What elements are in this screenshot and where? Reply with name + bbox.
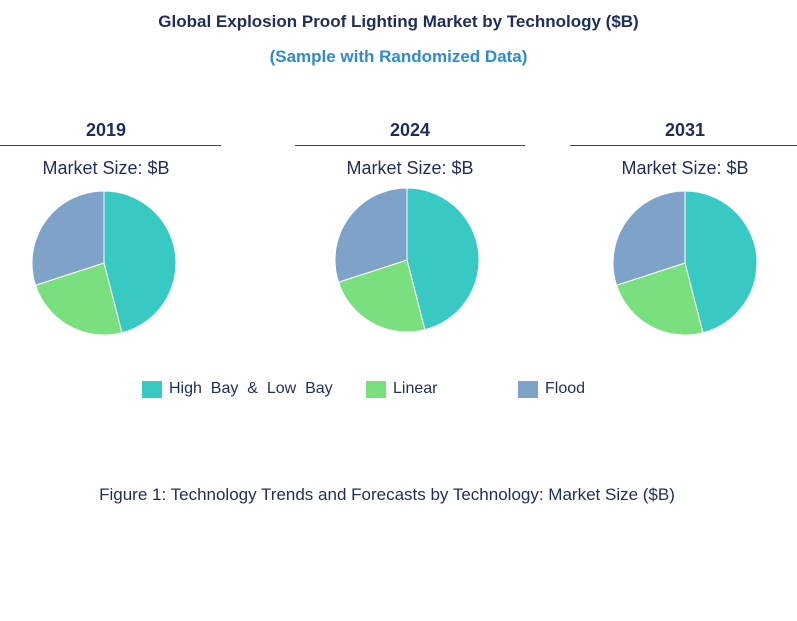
pie-slice-2024-high-bay-low-bay	[406, 187, 480, 331]
pie-slice-2024-linear	[337, 259, 426, 333]
legend-item-high-bay-low-bay: High Bay & Low Bay	[142, 380, 333, 398]
legend: High Bay & Low Bay Linear Flood	[0, 380, 797, 404]
legend-swatch-flood	[518, 380, 538, 398]
pie-slice-2031-linear	[615, 262, 704, 336]
panel-2031: 2031 Market Size: $B	[570, 118, 797, 179]
pie-slice-2019-flood	[31, 190, 105, 286]
pie-slice-2024-flood	[334, 187, 408, 283]
legend-label: Linear	[393, 380, 438, 397]
panel-year-2019: 2019	[85, 120, 127, 140]
legend-label: High Bay & Low Bay	[169, 380, 333, 397]
pie-slice-2031-flood	[612, 190, 686, 286]
panel-divider	[0, 145, 221, 146]
chart-title: Global Explosion Proof Lighting Market b…	[158, 12, 639, 31]
panel-year-2031: 2031	[664, 120, 706, 140]
pie-slice-2019-linear	[34, 262, 123, 336]
legend-item-flood: Flood	[518, 380, 585, 398]
market-size-label-2024: Market Size: $B	[346, 158, 474, 178]
figure-caption: Figure 1: Technology Trends and Forecast…	[99, 485, 675, 504]
panel-divider	[295, 145, 525, 146]
legend-label: Flood	[545, 380, 586, 397]
legend-swatch-high-bay-low-bay	[142, 380, 162, 398]
chart-subtitle: (Sample with Randomized Data)	[269, 47, 528, 66]
legend-swatch-linear	[366, 380, 386, 398]
panel-2019: 2019 Market Size: $B	[0, 118, 221, 179]
pie-slice-2019-high-bay-low-bay	[103, 190, 177, 334]
panel-year-2024: 2024	[389, 120, 431, 140]
market-size-label-2019: Market Size: $B	[42, 158, 170, 178]
panel-divider	[570, 145, 797, 146]
pie-slice-2031-high-bay-low-bay	[684, 190, 758, 334]
legend-item-linear: Linear	[366, 380, 437, 398]
panel-2024: 2024 Market Size: $B	[295, 118, 525, 179]
market-size-label-2031: Market Size: $B	[621, 158, 749, 178]
